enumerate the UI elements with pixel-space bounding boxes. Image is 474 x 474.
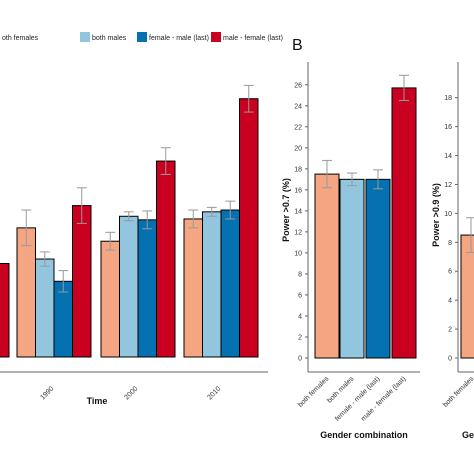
y-tick-4: 4 — [448, 298, 452, 305]
bar-2000-3 — [137, 219, 157, 358]
legend-label-4: male - female (last) — [223, 35, 283, 42]
y-tick-10: 10 — [294, 250, 302, 257]
error-bar-2010-1 — [188, 209, 199, 229]
x-axis-title: Gender combination — [320, 430, 408, 440]
y-tick-12: 12 — [294, 229, 302, 236]
y-tick-0: 0 — [448, 356, 452, 363]
bar-3 — [365, 178, 391, 359]
error-bar-2000-1 — [105, 231, 116, 251]
y-tick-12: 12 — [444, 182, 452, 189]
bar-2000-2 — [119, 215, 139, 358]
bar-2010-3 — [220, 209, 240, 358]
x-axis-title: Ge — [462, 430, 474, 440]
x-tick-3: female - male (last) — [334, 375, 381, 422]
bar-1990-1 — [16, 227, 36, 358]
error-bar-2010-3 — [225, 200, 236, 220]
error-bar-1990-3 — [58, 270, 69, 293]
y-tick-14: 14 — [444, 153, 452, 160]
bar-2000-4 — [156, 160, 176, 358]
legend-label-3: female - male (last) — [149, 35, 209, 42]
y-tick-26: 26 — [294, 82, 302, 89]
legend-label-1: oth females — [2, 35, 39, 42]
legend-swatch-2 — [80, 32, 90, 42]
y-tick-24: 24 — [294, 103, 302, 110]
bar-1990-3 — [53, 280, 73, 358]
error-bar-3 — [373, 169, 383, 190]
y-tick-10: 10 — [444, 211, 452, 218]
x-tick-1: both females — [442, 375, 474, 409]
y-tick-16: 16 — [444, 124, 452, 131]
x-tick-4: male - female (last) — [360, 375, 407, 422]
y-tick-6: 6 — [448, 269, 452, 276]
error-bar-2010-4 — [243, 84, 254, 113]
error-bar-2 — [347, 172, 357, 187]
bar-1 — [314, 173, 340, 359]
bar-2010-1 — [183, 218, 203, 358]
x-tick-2010: 2010 — [206, 385, 222, 401]
error-bar-2000-3 — [142, 210, 153, 230]
y-tick-18: 18 — [444, 95, 452, 102]
bar-1990-2 — [35, 258, 55, 358]
bar-2 — [339, 178, 365, 359]
error-bar-1990-2 — [39, 251, 50, 267]
partial-bar — [0, 262, 10, 358]
error-bar-1990-1 — [21, 209, 32, 247]
y-tick-18: 18 — [294, 166, 302, 173]
error-bar-1 — [322, 159, 332, 189]
y-tick-8: 8 — [298, 271, 302, 278]
bar-1990-4 — [72, 205, 92, 358]
y-tick-16: 16 — [294, 187, 302, 194]
bar-1 — [460, 234, 474, 359]
error-bar-2000-4 — [160, 147, 171, 175]
panel-a-chart: 1990 2000 2010 Time — [0, 84, 268, 406]
y-tick-2: 2 — [448, 327, 452, 334]
y-tick-0: 0 — [298, 356, 302, 363]
x-tick-1: both females — [297, 375, 331, 409]
y-tick-20: 20 — [294, 145, 302, 152]
legend: oth females both males female - male (last… — [2, 32, 283, 42]
error-bar-1 — [466, 217, 474, 253]
legend-label-2: both males — [92, 35, 127, 42]
error-bar-2000-2 — [123, 211, 134, 222]
y-axis-title: Power >0.7 (%) — [281, 178, 291, 242]
bar-2010-4 — [239, 98, 259, 358]
panel-c-chart: 0 2 4 6 8 10 12 14 16 18 both females Power >0.9 (%… — [431, 62, 474, 440]
y-tick-4: 4 — [298, 313, 302, 320]
y-tick-6: 6 — [298, 292, 302, 299]
x-tick-2000: 2000 — [123, 385, 139, 401]
error-bar-1990-4 — [76, 187, 87, 224]
y-tick-2: 2 — [298, 334, 302, 341]
y-tick-8: 8 — [448, 240, 452, 247]
x-axis-title: Time — [87, 396, 108, 406]
bar-2000-1 — [100, 240, 120, 358]
y-tick-14: 14 — [294, 208, 302, 215]
error-bar-4 — [399, 74, 409, 102]
bar-4 — [391, 87, 417, 359]
y-tick-22: 22 — [294, 124, 302, 131]
legend-swatch-3 — [137, 32, 147, 42]
legend-swatch-4 — [211, 32, 221, 42]
bar-2010-2 — [202, 211, 222, 358]
error-bar-2010-2 — [206, 206, 217, 217]
x-tick-1990: 1990 — [39, 385, 55, 401]
y-axis-title: Power >0.9 (%) — [431, 183, 441, 247]
panel-b-letter: B — [292, 37, 303, 54]
